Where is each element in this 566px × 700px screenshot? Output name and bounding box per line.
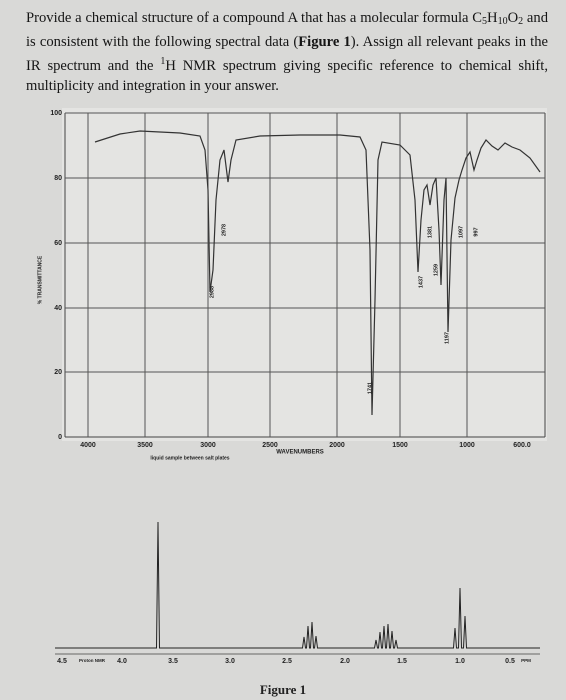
question-segment: O — [507, 10, 519, 26]
peak-label: 1197 — [444, 332, 450, 344]
x-label: 1000 — [459, 442, 475, 449]
peak-label: 1259 — [433, 264, 439, 276]
nmr-x-label: 2.0 — [340, 658, 350, 665]
nmr-x-label: PPM — [521, 658, 531, 663]
question-segment: H — [487, 10, 498, 26]
nmr-x-label: 1.5 — [397, 658, 407, 665]
question-text: Provide a chemical structure of a compou… — [26, 8, 548, 96]
nmr-x-label: 1.0 — [455, 658, 465, 665]
nmr-x-label: 3.0 — [225, 658, 235, 665]
ir-trace — [94, 130, 541, 416]
peak-label: 1437 — [418, 276, 424, 288]
question-segment: 10 — [497, 16, 508, 27]
nmr-x-label: 3.5 — [168, 658, 178, 665]
x-label: 3000 — [200, 442, 216, 449]
x-label: 3500 — [137, 442, 153, 449]
question-segment: Figure 1 — [298, 34, 351, 50]
x-label: 2000 — [329, 442, 345, 449]
nmr-x-label: 4.0 — [117, 658, 127, 665]
question-segment: 5 — [482, 16, 488, 27]
x-label: 1500 — [392, 442, 408, 449]
question-segment: Provide a chemical structure of a compou… — [26, 10, 483, 26]
question-segment: H NMR spectrum giving specific reference… — [26, 58, 548, 94]
peak-label: 1741 — [367, 382, 373, 394]
x-label: 600.0 — [513, 442, 531, 449]
nmr-x-label: Proton NMR — [79, 658, 106, 663]
x-label: 2500 — [262, 442, 278, 449]
nmr-x-label: 0.5 — [505, 658, 515, 665]
question-segment: ). Assign all relevant peaks in the IR s… — [26, 34, 548, 74]
y-label: 80 — [54, 175, 62, 182]
y-axis-title: % TRANSMITTANCE — [37, 255, 43, 304]
nmr-x-label: 4.5 — [57, 658, 67, 665]
figure-caption: Figure 1 — [260, 682, 306, 697]
x-label: 4000 — [80, 442, 96, 449]
peak-label: 2978 — [221, 224, 227, 236]
sample-note: liquid sample between salt plates — [150, 455, 229, 461]
peak-label: 997 — [473, 227, 479, 236]
question-segment: 1 — [160, 56, 166, 67]
nmr-x-label: 2.5 — [282, 658, 292, 665]
peak-label: 1097 — [458, 226, 464, 238]
y-label: 0 — [58, 434, 62, 441]
peak-label: 2988 — [209, 286, 215, 298]
y-label: 40 — [54, 305, 62, 312]
y-label: 60 — [54, 240, 62, 247]
y-label: 20 — [54, 369, 62, 376]
peak-label: 1381 — [427, 226, 433, 238]
y-label: 100 — [50, 110, 62, 117]
ir-panel — [62, 108, 547, 441]
question-segment: and is consistent with the following spe… — [26, 10, 548, 50]
question-segment: 2 — [518, 16, 524, 27]
x-axis-title: WAVENUMBERS — [276, 450, 324, 456]
nmr-trace — [55, 521, 540, 649]
